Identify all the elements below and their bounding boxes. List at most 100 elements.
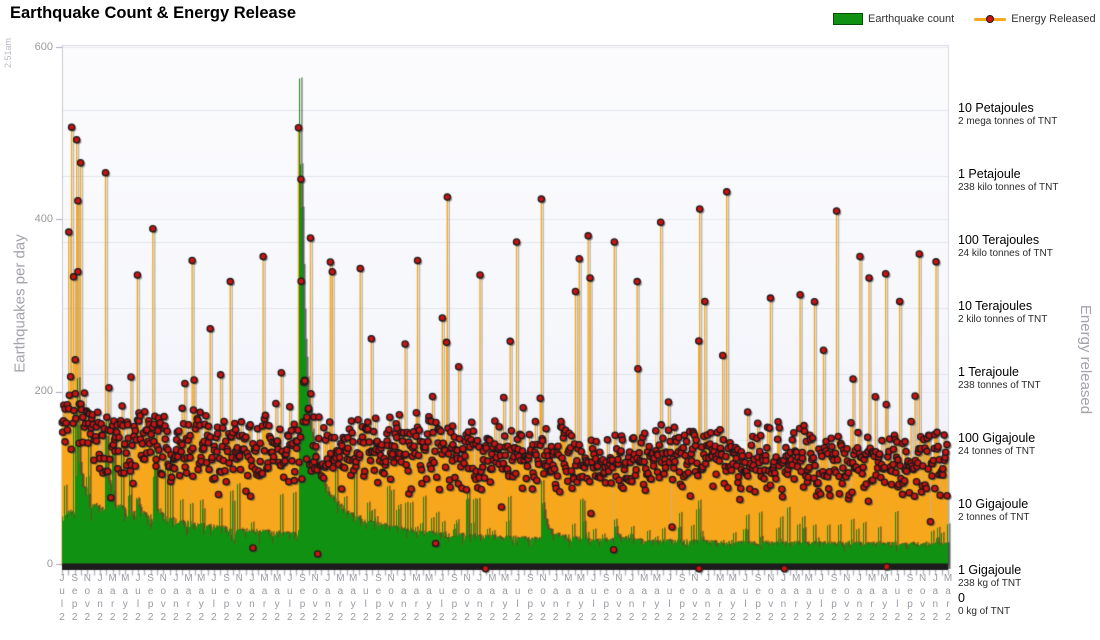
- y-left-axis-title: Earthquakes per day: [11, 234, 29, 373]
- x-axis-label: S e p 2: [375, 573, 382, 623]
- energy-scale-label-sub: 24 tonnes of TNT: [958, 446, 1036, 457]
- energy-scale-label: 1 Gigajoule 238 kg of TNT: [958, 563, 1098, 589]
- x-axis-label: S e p 2: [299, 573, 306, 623]
- x-axis-label: M a y 2: [121, 573, 130, 623]
- energy-scale-label-sub: 2 tonnes of TNT: [958, 512, 1030, 523]
- legend-item-energy[interactable]: Energy Released: [974, 13, 1096, 25]
- x-axis-label: N o v 2: [311, 573, 319, 623]
- energy-scale-label: 10 Gigajoule 2 tonnes of TNT: [958, 497, 1098, 523]
- x-axis-label: M a r 2: [108, 573, 117, 623]
- x-axis-label: J a n 2: [173, 573, 179, 623]
- energy-scale-label-main: 0: [958, 590, 965, 605]
- energy-scale-label-sub: 2 mega tonnes of TNT: [958, 116, 1058, 127]
- x-axis-label: S e p 2: [526, 573, 534, 623]
- x-axis-label: J u l 2: [894, 573, 901, 623]
- x-axis-label: N o v 2: [919, 573, 927, 623]
- x-axis-label: J u l 2: [362, 573, 369, 623]
- energy-scale-label-main: 100 Terajoules: [958, 233, 1040, 247]
- energy-scale-label-main: 1 Terajoule: [958, 365, 1019, 379]
- x-axis-label: N o v 2: [235, 573, 243, 623]
- x-axis-label: S e p 2: [71, 573, 78, 623]
- x-axis-label: S e p 2: [906, 573, 914, 623]
- x-axis-label: M a y 2: [500, 573, 510, 623]
- energy-scale-label: 10 Petajoules 2 mega tonnes of TNT: [958, 101, 1098, 127]
- x-axis-label: S e p 2: [147, 573, 154, 623]
- energy-scale-label-main: 1 Petajoule: [958, 167, 1021, 181]
- x-axis-label: M a r 2: [488, 573, 497, 623]
- x-axis-label: N o v 2: [387, 573, 395, 623]
- x-axis-label: J u l 2: [818, 573, 825, 623]
- x-axis-label: M a r 2: [564, 573, 573, 623]
- energy-scale-label-sub: 2 kilo tonnes of TNT: [958, 314, 1048, 325]
- x-axis-label: J u l 2: [514, 573, 521, 623]
- earthquake-count-swatch-icon: [833, 13, 863, 25]
- x-axis-label: M a r 2: [715, 573, 725, 623]
- energy-scale-label-sub: 238 kg of TNT: [958, 578, 1022, 589]
- x-axis-label: J a n 2: [400, 573, 407, 623]
- x-axis-label: M a y 2: [576, 573, 586, 623]
- legend-label: Energy Released: [1011, 13, 1096, 25]
- energy-scale-label: 1 Terajoule 238 tonnes of TNT: [958, 365, 1098, 391]
- x-axis-label: N o v 2: [767, 573, 775, 623]
- page-title: Earthquake Count & Energy Release: [10, 4, 297, 22]
- x-axis-label: J a n 2: [325, 573, 331, 623]
- energy-scale-label-main: 1 Gigajoule: [958, 563, 1022, 577]
- x-axis-label: J u l 2: [590, 573, 597, 623]
- x-axis-label: J u l 2: [59, 573, 65, 623]
- energy-scale-label-main: 10 Gigajoule: [958, 497, 1029, 511]
- energy-scale-label-sub: 0 kg of TNT: [958, 605, 1011, 617]
- energy-scale-label: 100 Terajoules 24 kilo tonnes of TNT: [958, 233, 1098, 259]
- x-axis-label: M a y 2: [804, 573, 813, 623]
- x-axis-label: S e p 2: [830, 573, 838, 623]
- x-axis-label: M a r 2: [412, 573, 421, 623]
- x-axis-label: N o v 2: [691, 573, 699, 623]
- x-axis-label: M a y 2: [728, 573, 737, 623]
- x-axis-label: J a n 2: [552, 573, 559, 623]
- x-axis-label: J u l 2: [666, 573, 673, 623]
- x-axis-label: S e p 2: [602, 573, 610, 623]
- x-axis-label: M a r 2: [791, 573, 801, 623]
- x-axis-label: S e p 2: [223, 573, 230, 623]
- x-axis-label: N o v 2: [843, 573, 851, 623]
- x-axis-label: M a y 2: [272, 573, 282, 623]
- energy-scale-label-sub: 24 kilo tonnes of TNT: [958, 248, 1053, 259]
- energy-scale-label: 100 Gigajoule 24 tonnes of TNT: [958, 431, 1098, 457]
- legend: Earthquake count Energy Released: [833, 13, 1096, 25]
- x-axis-label: J a n 2: [780, 573, 787, 623]
- x-axis-label: M a r 2: [943, 573, 953, 623]
- x-axis-label: N o v 2: [539, 573, 547, 623]
- x-axis-label: J u l 2: [287, 573, 293, 623]
- y-left-tick-label: 200: [34, 385, 53, 398]
- x-axis-label: M a y 2: [197, 573, 206, 623]
- x-axis-label: J a n 2: [628, 573, 635, 623]
- energy-scale-label-sub: 238 kilo tonnes of TNT: [958, 182, 1059, 193]
- x-axis-label: N o v 2: [463, 573, 471, 623]
- legend-item-count[interactable]: Earthquake count: [833, 13, 954, 25]
- x-axis-label: S e p 2: [678, 573, 686, 623]
- energy-scale-label-main: 10 Petajoules: [958, 101, 1034, 115]
- x-axis-label: S e p 2: [754, 573, 762, 623]
- x-axis-label: M a y 2: [348, 573, 358, 623]
- x-axis-label: M a y 2: [652, 573, 662, 623]
- x-axis-label: J a n 2: [249, 573, 255, 623]
- x-axis-label: J a n 2: [476, 573, 483, 623]
- energy-scale-label-main: 10 Terajoules: [958, 299, 1033, 313]
- energy-stem-dot-icon: [974, 13, 1007, 25]
- x-axis-label: J a n 2: [97, 573, 103, 623]
- x-axis-label: J u l 2: [742, 573, 749, 623]
- x-axis-label: M a y 2: [424, 573, 434, 623]
- x-axis-label: J a n 2: [856, 573, 863, 623]
- x-axis-label: M a r 2: [336, 573, 345, 623]
- y-left-tick-label: 400: [34, 212, 53, 225]
- x-axis-label: S e p 2: [451, 573, 458, 623]
- x-axis-label: M a r 2: [184, 573, 193, 623]
- legend-label: Earthquake count: [868, 13, 955, 25]
- energy-scale-label-main: 100 Gigajoule: [958, 431, 1036, 445]
- energy-scale-label: 10 Terajoules 2 kilo tonnes of TNT: [958, 299, 1098, 325]
- x-axis-label: M a r 2: [640, 573, 649, 623]
- x-axis-label: N o v 2: [159, 573, 167, 623]
- y-left-tick-label: 0: [46, 557, 53, 570]
